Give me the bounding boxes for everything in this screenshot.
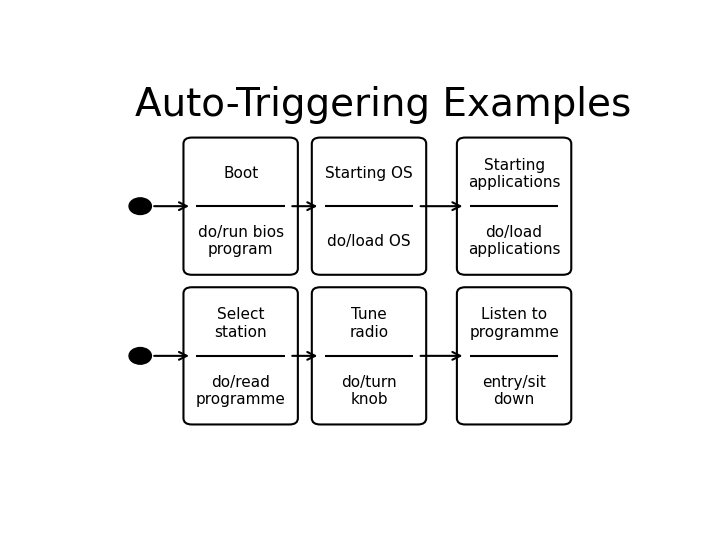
Text: do/turn
knob: do/turn knob — [341, 375, 397, 407]
Text: Listen to
programme: Listen to programme — [469, 307, 559, 340]
Text: Starting OS: Starting OS — [325, 166, 413, 181]
Text: do/run bios
program: do/run bios program — [197, 225, 284, 257]
Text: Tune
radio: Tune radio — [349, 307, 389, 340]
FancyBboxPatch shape — [457, 287, 571, 424]
Text: entry/sit
down: entry/sit down — [482, 375, 546, 407]
FancyBboxPatch shape — [457, 138, 571, 275]
Text: do/load OS: do/load OS — [327, 234, 411, 248]
FancyBboxPatch shape — [184, 138, 298, 275]
Circle shape — [129, 348, 151, 364]
Text: Auto-Triggering Examples: Auto-Triggering Examples — [135, 85, 631, 124]
FancyBboxPatch shape — [312, 138, 426, 275]
Text: Boot: Boot — [223, 166, 258, 181]
Text: Starting
applications: Starting applications — [468, 158, 560, 190]
Text: Select
station: Select station — [215, 307, 267, 340]
Text: do/load
applications: do/load applications — [468, 225, 560, 257]
FancyBboxPatch shape — [312, 287, 426, 424]
Text: do/read
programme: do/read programme — [196, 375, 286, 407]
FancyBboxPatch shape — [184, 287, 298, 424]
Circle shape — [129, 198, 151, 214]
